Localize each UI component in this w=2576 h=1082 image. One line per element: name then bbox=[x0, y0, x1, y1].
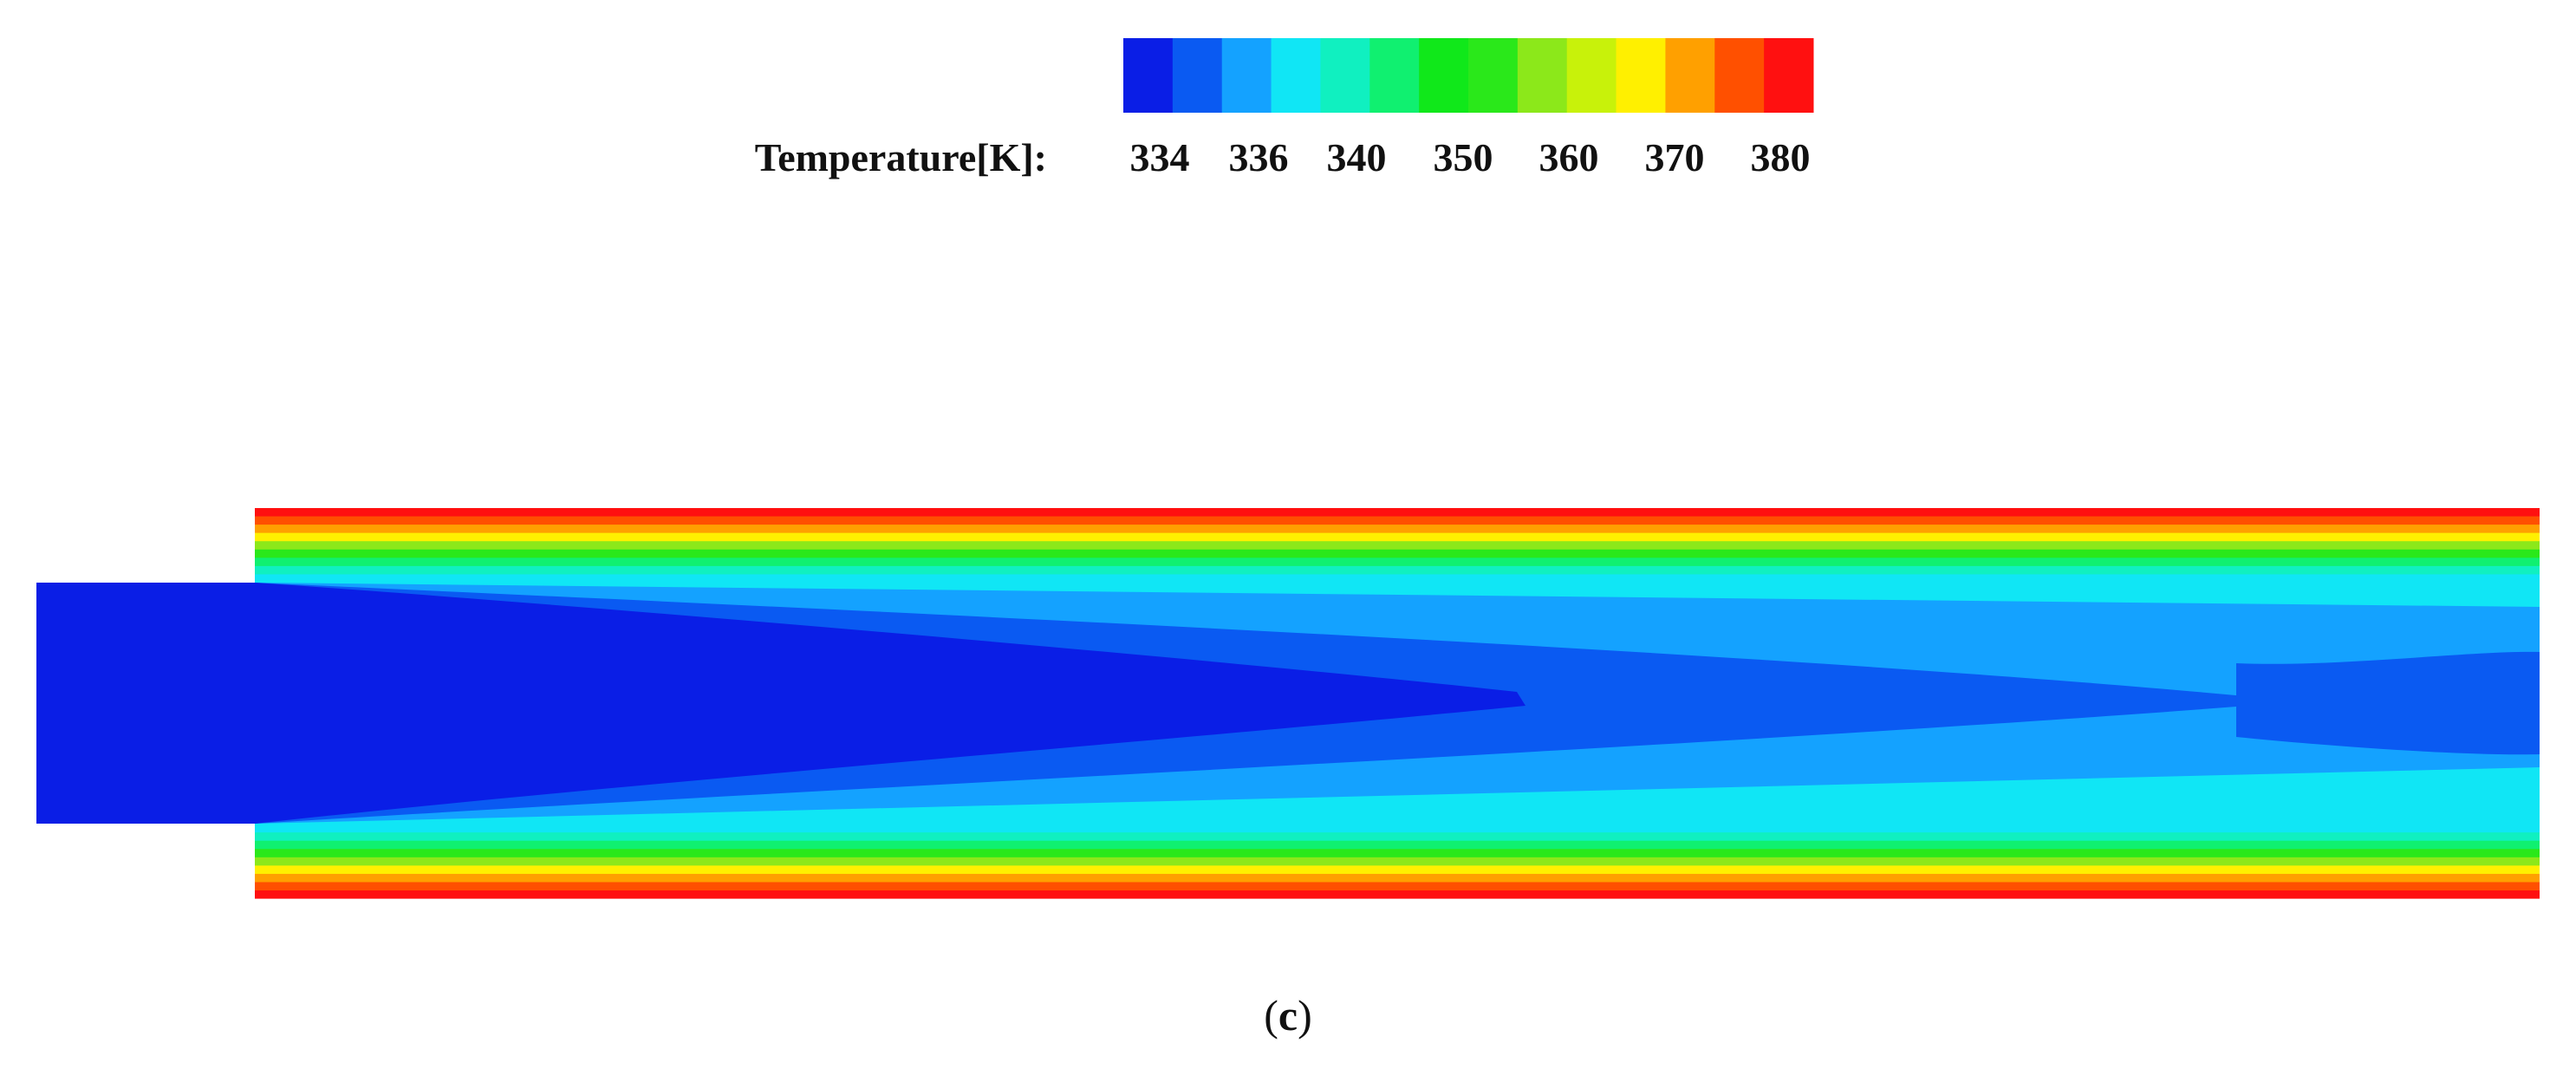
legend-band-4 bbox=[1271, 38, 1321, 113]
legend-band-1 bbox=[1123, 38, 1174, 113]
bottom-wall-band-9 bbox=[255, 824, 2540, 833]
legend-tick-label: 370 bbox=[1645, 135, 1705, 179]
legend-color-bar bbox=[1123, 38, 1814, 113]
top-wall-band-2 bbox=[255, 516, 2540, 525]
legend-band-10 bbox=[1566, 38, 1617, 113]
bottom-wall-band-1 bbox=[255, 890, 2540, 899]
bottom-wall-band-4 bbox=[255, 864, 2540, 874]
legend-band-5 bbox=[1320, 38, 1370, 113]
legend-band-3 bbox=[1221, 38, 1272, 113]
caption-close-paren: ) bbox=[1298, 991, 1312, 1040]
legend-tick-label: 336 bbox=[1229, 135, 1289, 179]
top-wall-band-4 bbox=[255, 532, 2540, 542]
legend-band-14 bbox=[1764, 38, 1814, 113]
caption-letter: c bbox=[1278, 991, 1298, 1040]
bottom-wall-band-2 bbox=[255, 881, 2540, 891]
legend-band-7 bbox=[1419, 38, 1469, 113]
legend-band-8 bbox=[1468, 38, 1519, 113]
legend-band-13 bbox=[1714, 38, 1765, 113]
legend-band-12 bbox=[1665, 38, 1715, 113]
figure-caption: (c) bbox=[1264, 991, 1312, 1040]
bottom-wall-band-8 bbox=[255, 831, 2540, 841]
legend-tick-label: 360 bbox=[1539, 135, 1599, 179]
top-wall-band-8 bbox=[255, 565, 2540, 576]
caption-open-paren: ( bbox=[1264, 991, 1278, 1040]
core-right-extension bbox=[2236, 651, 2540, 755]
legend-tick-label: 380 bbox=[1751, 135, 1811, 179]
legend-labels: Temperature[K]: 334 336 340 350 360 370 380 bbox=[755, 135, 1811, 179]
legend-band-11 bbox=[1616, 38, 1666, 113]
temperature-contour-plot bbox=[36, 508, 2540, 899]
legend-tick-label: 340 bbox=[1327, 135, 1387, 179]
legend-band-9 bbox=[1517, 38, 1568, 113]
svg-text:(c): (c) bbox=[1264, 991, 1312, 1040]
bottom-wall-band-6 bbox=[255, 848, 2540, 857]
bottom-wall-band-5 bbox=[255, 857, 2540, 866]
cold-jet-core bbox=[36, 583, 1525, 824]
top-wall-band-9 bbox=[255, 574, 2540, 583]
top-wall-band-7 bbox=[255, 557, 2540, 567]
bottom-wall-band-7 bbox=[255, 840, 2540, 850]
legend-band-2 bbox=[1172, 38, 1223, 113]
top-wall-band-1 bbox=[255, 508, 2540, 518]
legend-band-6 bbox=[1369, 38, 1420, 113]
top-wall-band-3 bbox=[255, 525, 2540, 534]
legend-tick-label: 350 bbox=[1434, 135, 1493, 179]
top-wall-band-5 bbox=[255, 541, 2540, 551]
top-wall-band-6 bbox=[255, 549, 2540, 558]
legend-title: Temperature[K]: bbox=[755, 135, 1047, 179]
legend-tick-label: 334 bbox=[1130, 135, 1190, 179]
bottom-wall-band-3 bbox=[255, 873, 2540, 883]
